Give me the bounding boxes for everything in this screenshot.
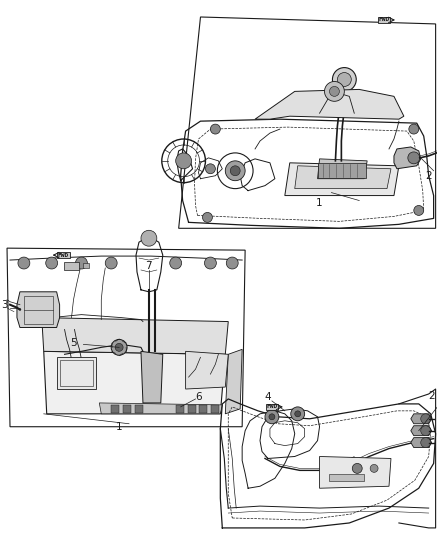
Polygon shape	[186, 351, 228, 389]
Polygon shape	[44, 351, 225, 414]
Circle shape	[170, 257, 182, 269]
Circle shape	[409, 124, 419, 134]
Circle shape	[141, 230, 157, 246]
Polygon shape	[394, 147, 421, 169]
Circle shape	[414, 206, 424, 215]
Circle shape	[205, 164, 215, 174]
Circle shape	[325, 82, 344, 101]
Text: FWD: FWD	[58, 253, 69, 257]
Circle shape	[370, 464, 378, 472]
Text: 5: 5	[70, 338, 77, 349]
Polygon shape	[329, 474, 364, 481]
Polygon shape	[318, 159, 367, 179]
Text: 3: 3	[1, 300, 7, 310]
Circle shape	[291, 407, 305, 421]
Circle shape	[111, 340, 127, 356]
Polygon shape	[83, 263, 89, 268]
Circle shape	[337, 72, 351, 86]
Polygon shape	[176, 405, 184, 413]
Text: 4: 4	[265, 392, 271, 402]
Polygon shape	[320, 456, 391, 488]
Text: 1: 1	[116, 422, 123, 432]
Circle shape	[265, 410, 279, 424]
Circle shape	[210, 124, 220, 134]
Circle shape	[46, 257, 58, 269]
Polygon shape	[64, 262, 79, 270]
Circle shape	[269, 414, 275, 420]
Polygon shape	[411, 438, 432, 448]
Text: 7: 7	[145, 261, 152, 271]
Polygon shape	[57, 357, 96, 389]
Polygon shape	[295, 166, 391, 189]
Text: 2: 2	[425, 171, 432, 181]
Text: 1: 1	[316, 198, 323, 207]
Polygon shape	[212, 405, 219, 413]
Polygon shape	[187, 405, 195, 413]
Circle shape	[230, 166, 240, 176]
Polygon shape	[123, 405, 131, 413]
Circle shape	[408, 152, 420, 164]
Text: 6: 6	[195, 392, 202, 402]
Circle shape	[421, 414, 431, 424]
Circle shape	[295, 411, 301, 417]
Polygon shape	[111, 405, 119, 413]
Circle shape	[352, 463, 362, 473]
Circle shape	[421, 426, 431, 435]
Circle shape	[176, 153, 191, 169]
Polygon shape	[411, 414, 432, 424]
Circle shape	[18, 257, 30, 269]
Circle shape	[115, 343, 123, 351]
Polygon shape	[42, 318, 228, 354]
Polygon shape	[255, 90, 404, 119]
Circle shape	[205, 257, 216, 269]
Polygon shape	[135, 405, 143, 413]
Circle shape	[332, 68, 356, 91]
Circle shape	[226, 257, 238, 269]
Circle shape	[225, 161, 245, 181]
Polygon shape	[318, 163, 366, 177]
Circle shape	[202, 213, 212, 222]
Circle shape	[105, 257, 117, 269]
Polygon shape	[141, 351, 163, 403]
Circle shape	[421, 438, 431, 448]
Circle shape	[329, 86, 339, 96]
Polygon shape	[17, 292, 60, 327]
Text: FWD: FWD	[266, 405, 278, 409]
Polygon shape	[199, 405, 208, 413]
Polygon shape	[225, 349, 242, 414]
Text: 2: 2	[428, 391, 435, 401]
Circle shape	[75, 257, 88, 269]
Text: FWD: FWD	[378, 18, 390, 22]
Polygon shape	[411, 426, 432, 435]
Polygon shape	[99, 403, 223, 414]
Polygon shape	[285, 163, 399, 196]
